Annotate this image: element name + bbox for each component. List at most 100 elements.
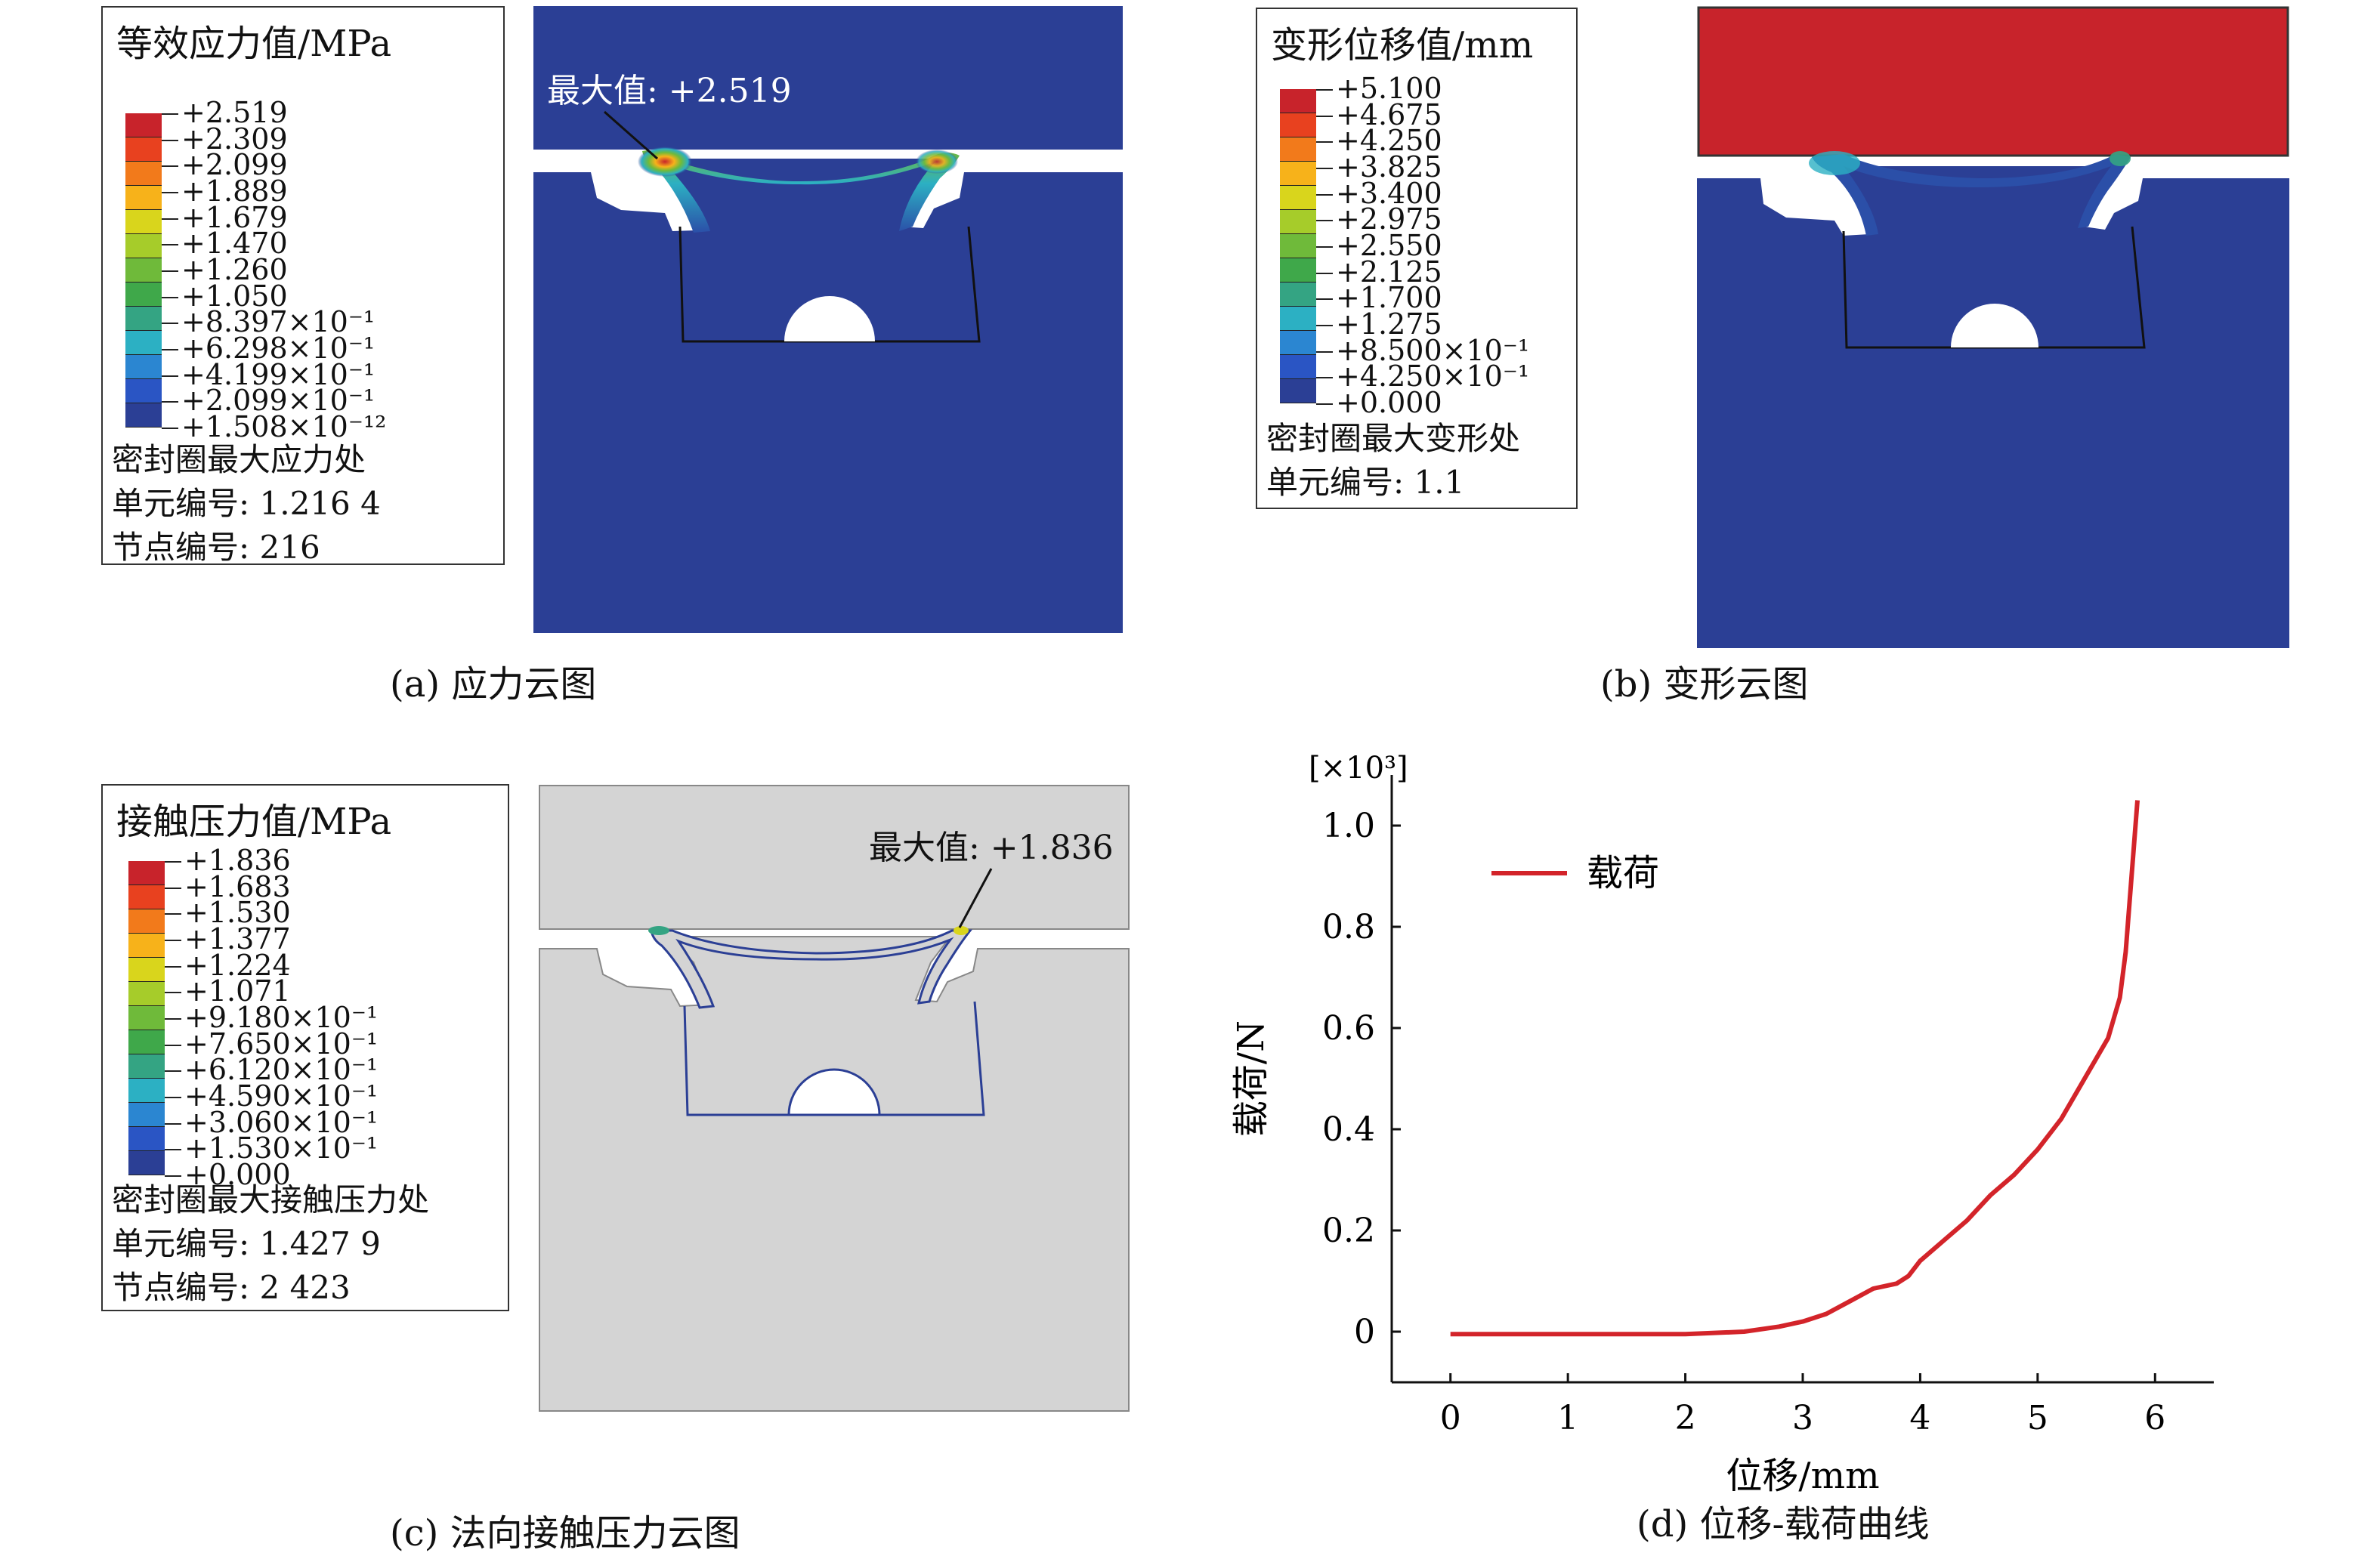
caption-c: (c) 法向接触压力云图 [390,1512,740,1554]
x-tick-label: 3 [1792,1399,1813,1437]
info-c-line-3: 节点编号: 2 423 [112,1269,351,1306]
max-value-label-a: 最大值: +2.519 [547,72,792,110]
colorbar-tick [165,1018,181,1020]
colorbar-segment [125,282,162,307]
colorbar-segment [128,1151,165,1175]
colorbar-tick [1316,246,1333,248]
colorbar-segment [1280,162,1316,186]
colorbar-tick [162,428,178,429]
deformation-model [1697,6,2289,648]
colorbar-segment [125,307,162,331]
seal-c [650,929,973,1009]
info-b-line-1: 密封圈最大变形处 [1266,420,1521,457]
deform-highlight-left [1809,151,1860,175]
lower-block-c [539,936,1130,1412]
colorbar-tick [165,861,181,863]
colorbar-segment [128,1079,165,1103]
colorbar-segment [1280,282,1316,307]
colorbar-tick-label: +0.000 [184,1158,291,1191]
legend-title-b: 变形位移值/mm [1271,24,1534,66]
colorbar-segment [1280,331,1316,355]
colorbar-segment [128,934,165,958]
x-tick-label: 5 [2027,1399,2048,1437]
y-multiplier: [×10³] [1309,751,1408,786]
colorbar-tick-label: +1.377 [184,922,291,956]
colorbar-tick [162,375,178,377]
colorbar-tick-label: +1.679 [181,200,288,234]
colorbar-tick [165,1175,181,1177]
colorbar-tick-label: +1.889 [181,174,288,208]
colorbar-tick-label: +6.298×10⁻¹ [181,332,376,365]
colorbar-tick-label: +1.700 [1336,281,1442,315]
colorbar-segment [1280,137,1316,162]
x-tick-label: 0 [1440,1399,1461,1437]
colorbar-tick-label: +3.400 [1336,176,1442,210]
colorbar-tick-label: +2.550 [1336,229,1442,262]
caption-a: (a) 应力云图 [390,663,597,705]
x-tick-label: 6 [2144,1399,2165,1437]
contact-spot-right [954,926,969,935]
colorbar-tick [162,218,178,220]
colorbar-tick [162,401,178,403]
colorbar-tick-label: +8.397×10⁻¹ [181,305,376,339]
colorbar-tick-label: +4.590×10⁻¹ [184,1079,379,1113]
colorbar-tick [162,139,178,141]
colorbar-tick-label: +3.825 [1336,150,1442,184]
colorbar-segment [128,1006,165,1030]
colorbar-tick [1316,350,1333,353]
colorbar-tick [165,913,181,915]
info-a-line-1: 密封圈最大应力处 [112,441,366,478]
colorbar-tick [165,1149,181,1151]
colorbar-segment [125,113,162,137]
colorbar-segment [1280,89,1316,113]
colorbar-segment [128,958,165,982]
colorbar-c [128,861,165,1175]
colorbar-segment [128,1054,165,1079]
colorbar-tick [165,887,181,889]
colorbar-tick [1316,193,1333,196]
colorbar-tick-label: +1.224 [184,948,291,982]
colorbar-segment [1280,234,1316,258]
load-displacement-chart: 0 1 2 3 4 5 6 0 0.2 0.4 0.6 0.8 1.0 [×10³] 位移/mm 载荷/N 载荷 [1230,751,2214,1497]
colorbar-tick-label: +4.675 [1336,97,1442,131]
colorbar-tick [1316,325,1333,326]
colorbar-tick [165,940,181,941]
colorbar-tick [162,192,178,193]
colorbar-tick [165,1070,181,1073]
info-a: 密封圈最大应力处 单元编号: 1.216 4 节点编号: 216 [112,438,381,570]
colorbar-tick-label: +9.180×10⁻¹ [184,1001,379,1034]
colorbar-tick-label: +1.470 [181,227,288,261]
x-axis-label: 位移/mm [1726,1455,1879,1497]
legend-c: 接触压力值/MPa +1.836 +1.683 +1.530 +1.377 +1.224… [101,784,509,1311]
colorbar-segment [125,331,162,355]
info-a-line-2: 单元编号: 1.216 4 [112,485,381,522]
colorbar-tick [162,113,178,115]
colorbar-tick [1316,141,1333,144]
colorbar-segment [128,885,165,909]
colorbar-segment [1280,379,1316,403]
caption-d: (d) 位移-载荷曲线 [1637,1503,1930,1545]
colorbar-tick [165,965,181,968]
colorbar-tick [165,1044,181,1046]
colorbar-tick [162,244,178,246]
colorbar-tick-label: +6.120×10⁻¹ [184,1053,379,1087]
colorbar-segment [125,186,162,210]
colorbar-tick-label: +1.530×10⁻¹ [184,1131,379,1165]
colorbar-segment [125,234,162,258]
caption-b: (b) 变形云图 [1600,663,1809,705]
max-leader-c [958,868,993,928]
info-a-line-3: 节点编号: 216 [112,529,320,566]
colorbar-segment [125,403,162,428]
colorbar-tick-label: +1.530 [184,896,291,930]
colorbar-tick-label: +1.050 [181,279,288,313]
colorbar-tick [1316,403,1333,405]
half-disc [784,296,875,341]
colorbar-segment [1280,113,1316,137]
colorbar-segment [128,982,165,1006]
info-b: 密封圈最大变形处 单元编号: 1.1 [1266,417,1520,505]
colorbar-tick [1316,168,1333,169]
colorbar-tick [162,323,178,325]
colorbar-tick-label: +2.309 [181,122,288,156]
colorbar-tick [165,1122,181,1125]
